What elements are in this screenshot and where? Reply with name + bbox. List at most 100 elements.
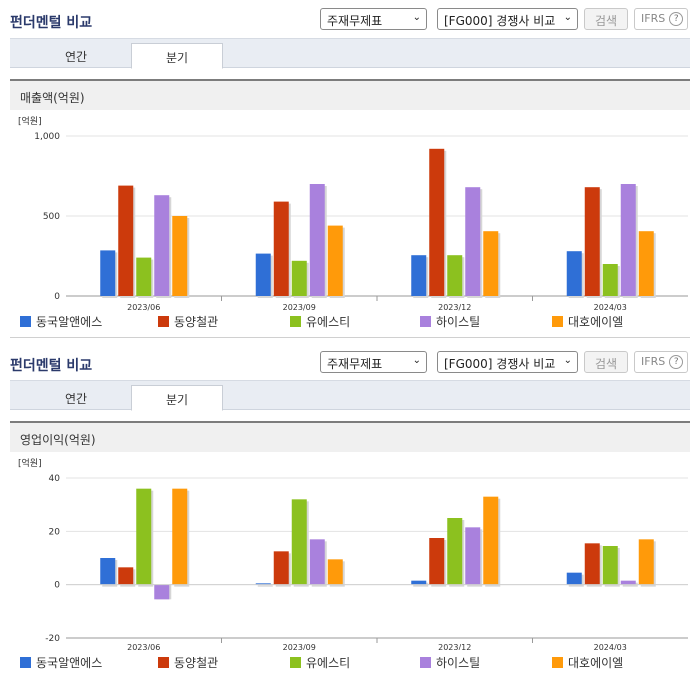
- x-tick-label: 2023/06: [127, 303, 160, 312]
- bar[interactable]: [602, 546, 618, 585]
- legend-item[interactable]: 유에스티: [290, 654, 350, 671]
- chart-subtitle: 매출액(억원): [10, 79, 690, 110]
- bar[interactable]: [327, 559, 343, 585]
- legend-item[interactable]: 동국알앤에스: [20, 313, 102, 330]
- bar[interactable]: [638, 539, 654, 585]
- bar[interactable]: [429, 148, 445, 296]
- operating-profit-chart: [억원] -20 0 20 40 2023/06 2023/09 2023/12 2024/03: [10, 454, 690, 650]
- sales-chart-svg: [억원] 0 500 1,000 2023/06 2023/09 2023/12 2024/0…: [18, 115, 688, 312]
- tab-annual[interactable]: 연간: [64, 392, 88, 406]
- y-tick-label: 0: [54, 292, 60, 302]
- bar[interactable]: [154, 195, 170, 296]
- legend-label: 유에스티: [306, 315, 351, 329]
- bar[interactable]: [154, 584, 170, 600]
- compare-select[interactable]: [FG000] 경쟁사 비교 ⌄: [437, 8, 578, 30]
- legend-label: 대호에이엘: [568, 656, 624, 670]
- bar[interactable]: [411, 255, 427, 296]
- legend-item[interactable]: 대호에이엘: [552, 654, 623, 671]
- legend-item[interactable]: 유에스티: [290, 313, 350, 330]
- statement-select[interactable]: 주재무제표 ⌄: [320, 8, 427, 30]
- x-tick-label: 2023/12: [438, 643, 471, 650]
- legend-item[interactable]: 하이스틸: [420, 313, 480, 330]
- legend-swatch: [420, 657, 431, 668]
- ifrs-button[interactable]: IFRS?: [634, 351, 688, 373]
- legend-item[interactable]: 동양철관: [158, 654, 218, 671]
- search-button[interactable]: 검색: [584, 351, 628, 373]
- fundamental-panel-sales: 펀더멘털 비교 주재무제표 ⌄ [FG000] 경쟁사 비교 ⌄ 검색 IFRS…: [0, 0, 696, 340]
- bar[interactable]: [465, 527, 481, 585]
- legend-label: 동양철관: [174, 315, 219, 329]
- x-tick-label: 2024/03: [594, 303, 627, 312]
- bar[interactable]: [100, 558, 116, 585]
- chevron-down-icon: ⌄: [563, 355, 572, 366]
- legend-label: 하이스틸: [436, 315, 481, 329]
- bar[interactable]: [255, 583, 271, 585]
- legend-swatch: [20, 316, 31, 327]
- bar[interactable]: [465, 187, 481, 296]
- legend-swatch: [290, 657, 301, 668]
- sales-chart: [억원] 0 500 1,000 2023/06 2023/09 2023/12 2024/0…: [10, 112, 690, 312]
- bar[interactable]: [638, 231, 654, 296]
- tab-quarterly[interactable]: 분기: [131, 385, 223, 411]
- legend-item[interactable]: 동양철관: [158, 313, 218, 330]
- bar[interactable]: [566, 251, 582, 296]
- tab-quarterly[interactable]: 분기: [131, 43, 223, 69]
- statement-select-value: 주재무제표: [327, 14, 383, 28]
- bar[interactable]: [100, 250, 116, 296]
- bar[interactable]: [255, 253, 271, 296]
- x-tick-label: 2024/03: [594, 643, 627, 650]
- bar[interactable]: [118, 567, 134, 585]
- bar[interactable]: [118, 185, 134, 296]
- bar[interactable]: [327, 225, 343, 296]
- bar[interactable]: [584, 187, 600, 296]
- y-unit-label: [억원]: [18, 457, 42, 469]
- legend-swatch: [20, 657, 31, 668]
- bar[interactable]: [429, 538, 445, 585]
- x-tick-label: 2023/09: [283, 303, 316, 312]
- statement-select[interactable]: 주재무제표 ⌄: [320, 351, 427, 373]
- bar[interactable]: [411, 580, 427, 585]
- bar[interactable]: [602, 264, 618, 296]
- legend-swatch: [158, 657, 169, 668]
- period-tabs: 연간 분기: [10, 38, 690, 69]
- bar[interactable]: [273, 201, 289, 296]
- legend-label: 동국알앤에스: [36, 315, 103, 329]
- legend-item[interactable]: 하이스틸: [420, 654, 480, 671]
- help-icon[interactable]: ?: [669, 12, 684, 26]
- legend-label: 동양철관: [174, 656, 219, 670]
- bar[interactable]: [273, 551, 289, 585]
- sales-chart-legend: 동국알앤에스 동양철관 유에스티 하이스틸 대호에이엘: [20, 313, 680, 329]
- y-tick-label: 1,000: [34, 132, 60, 142]
- bar[interactable]: [172, 488, 188, 585]
- legend-item[interactable]: 대호에이엘: [552, 313, 623, 330]
- bar[interactable]: [620, 580, 636, 585]
- bar[interactable]: [566, 572, 582, 585]
- tab-annual[interactable]: 연간: [64, 50, 88, 64]
- bar[interactable]: [483, 231, 499, 296]
- chevron-down-icon: ⌄: [412, 355, 421, 366]
- chart-subtitle: 영업이익(억원): [10, 421, 690, 452]
- x-tick-label: 2023/06: [127, 643, 160, 650]
- bar[interactable]: [309, 184, 325, 296]
- legend-item[interactable]: 동국알앤에스: [20, 654, 102, 671]
- ifrs-button[interactable]: IFRS?: [634, 8, 688, 30]
- bar[interactable]: [447, 518, 463, 585]
- bar[interactable]: [483, 496, 499, 585]
- help-icon[interactable]: ?: [669, 355, 684, 369]
- bar[interactable]: [447, 255, 463, 296]
- search-button[interactable]: 검색: [584, 8, 628, 30]
- compare-select-value: [FG000] 경쟁사 비교: [444, 14, 556, 28]
- bar[interactable]: [584, 543, 600, 585]
- operating-profit-chart-svg: [억원] -20 0 20 40 2023/06 2023/09 2023/12 2024/03: [18, 457, 688, 650]
- bar[interactable]: [136, 257, 152, 296]
- bar[interactable]: [172, 216, 188, 296]
- bar[interactable]: [136, 488, 152, 585]
- bar[interactable]: [291, 499, 307, 585]
- bar[interactable]: [291, 260, 307, 296]
- legend-swatch: [290, 316, 301, 327]
- bar[interactable]: [309, 539, 325, 585]
- ifrs-label: IFRS: [641, 12, 666, 25]
- bar[interactable]: [620, 184, 636, 296]
- fundamental-panel-operating-profit: 펀더멘털 비교 주재무제표 ⌄ [FG000] 경쟁사 비교 ⌄ 검색 IFRS…: [0, 342, 696, 684]
- compare-select[interactable]: [FG000] 경쟁사 비교 ⌄: [437, 351, 578, 373]
